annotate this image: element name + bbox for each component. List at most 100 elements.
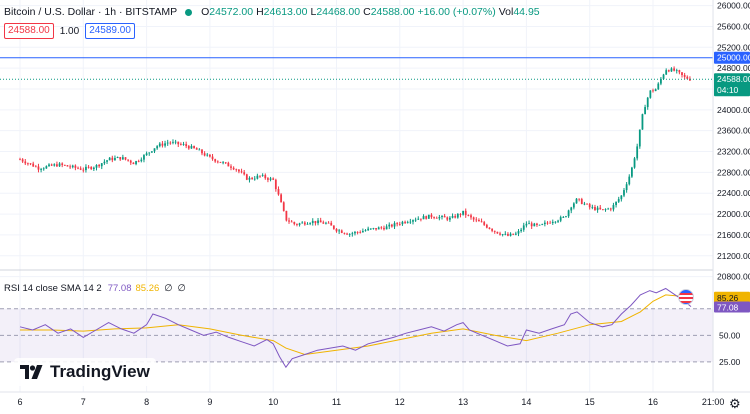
us-flag-icon[interactable] [678, 289, 694, 305]
candle-body [430, 214, 433, 218]
candle-body [509, 233, 512, 236]
trade-buttons: 24588.00 1.00 24589.00 [4, 23, 135, 39]
candle-body [522, 225, 525, 230]
candle-body [66, 165, 69, 167]
rsi-legend-na-2: ∅ [177, 283, 186, 294]
candle-body [456, 214, 459, 218]
tradingview-logo-text: TradingView [50, 362, 150, 381]
candle-body [364, 230, 367, 232]
change-value: +16.00 (+0.07%) [417, 6, 496, 18]
candle-body [290, 221, 293, 223]
candle-body [351, 233, 354, 235]
candle-body [491, 228, 494, 231]
rsi-line [19, 287, 692, 369]
time-tick-label: 21:00 [702, 397, 725, 407]
candle-body [459, 214, 462, 215]
candle-body [21, 159, 24, 162]
symbol-title[interactable]: Bitcoin / U.S. Dollar · 1h · BITSTAMP [4, 6, 178, 18]
candle-body [543, 222, 546, 225]
candle-body [689, 78, 691, 81]
candle-body [525, 223, 528, 226]
time-tick-label: 13 [458, 397, 468, 407]
candle-body [388, 224, 391, 227]
tradingview-logo[interactable]: TradingView [14, 358, 156, 386]
candle-body [114, 157, 116, 161]
candle-body [393, 223, 396, 227]
candle-body [398, 224, 401, 225]
time-axis[interactable]: 6 7 8 9 10 11 12 13 14 15 16 21:00 [17, 397, 724, 407]
candle-body [435, 217, 438, 219]
candle-body [56, 164, 58, 167]
candle-body [446, 217, 449, 220]
sell-button[interactable]: 24588.00 [4, 23, 54, 39]
candle-body [261, 175, 264, 176]
candle-body [623, 190, 625, 196]
candle-body [377, 227, 380, 230]
rsi-sma-line [20, 294, 692, 356]
candle-body [158, 143, 161, 147]
buy-button[interactable]: 24589.00 [85, 23, 135, 39]
volume-value: 44.95 [513, 6, 540, 18]
candle-body [380, 227, 383, 229]
candle-body [103, 161, 106, 164]
candle-body [385, 226, 388, 230]
rsi-legend[interactable]: RSI 14 close SMA 14 2 77.08 85.26 ∅ ∅ [4, 283, 186, 294]
price-axis[interactable]: 20800.00 21200.00 21600.00 22000.00 22400.00… [717, 1, 750, 282]
candle-body [201, 149, 203, 154]
high-label: H [256, 6, 264, 18]
candle-body [425, 216, 428, 219]
candle-body [641, 114, 644, 130]
candle-body [164, 143, 166, 146]
candle-body [150, 151, 153, 153]
candle-body [95, 164, 98, 168]
rsi-tag-bg [714, 301, 750, 313]
candle-body [599, 207, 602, 210]
candle-body [406, 222, 409, 223]
candle-body [493, 230, 496, 232]
price-tick-label: 25600.00 [717, 21, 750, 31]
candle-body [166, 142, 169, 144]
candle-body [274, 179, 277, 190]
candle-body [483, 222, 486, 225]
candle-body [314, 220, 317, 224]
candle-body [243, 172, 246, 175]
candle-body [248, 177, 251, 180]
candle-body [496, 231, 499, 234]
candle-body [108, 157, 111, 161]
price-tick-label: 22000.00 [717, 209, 750, 219]
candle-body [140, 159, 143, 162]
candle-body [238, 169, 240, 172]
candle-body [572, 203, 575, 208]
rsi-sma-tag-bg [714, 291, 750, 303]
candle-body [63, 164, 66, 166]
candle-body [625, 184, 628, 191]
candle-body [42, 168, 45, 170]
candle-body [420, 218, 422, 220]
candle-body [346, 233, 348, 235]
candle-body [612, 205, 615, 210]
settings-gear-icon[interactable]: ⚙ [729, 396, 741, 411]
candle-body [628, 176, 631, 185]
candle-body [327, 222, 330, 224]
candle-body [554, 221, 557, 223]
candle-body [179, 144, 182, 146]
candle-body [269, 178, 272, 180]
candle-body [285, 210, 288, 221]
candle-body [557, 220, 559, 222]
open-label: O [201, 6, 210, 18]
candle-body [198, 149, 201, 151]
candle-body [303, 222, 306, 225]
candle-body [470, 215, 472, 218]
candle-body [216, 161, 219, 163]
candle-body [678, 70, 681, 73]
candle-body [301, 222, 304, 224]
candle-body [536, 223, 538, 226]
candle-body [132, 162, 135, 165]
candle-body [227, 162, 230, 167]
candle-body [259, 175, 261, 177]
candle-body [190, 146, 193, 149]
candle-body [372, 228, 375, 229]
time-tick-label: 11 [332, 397, 341, 407]
